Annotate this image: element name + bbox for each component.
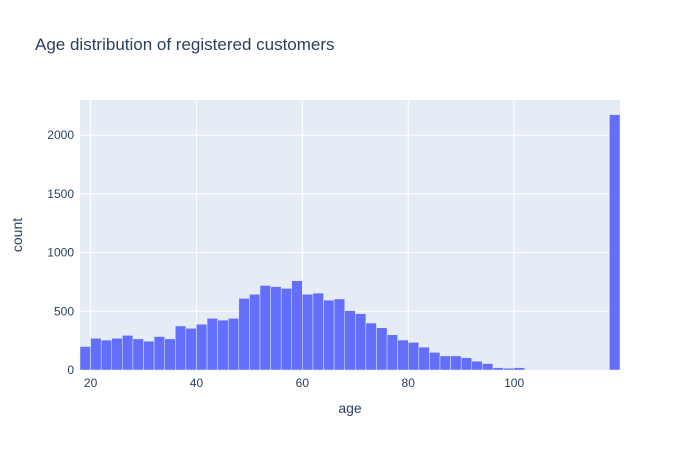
histogram-bar [217, 319, 229, 371]
histogram-bar [513, 367, 525, 371]
histogram-bar [185, 328, 197, 371]
histogram-bar [333, 298, 345, 371]
histogram-bar [376, 327, 388, 371]
histogram-bar [249, 294, 261, 371]
y-axis-ticks: 0 500 1000 1500 2000 [47, 128, 74, 377]
histogram-bar [79, 346, 91, 371]
histogram-bar [503, 367, 515, 371]
y-tick-label: 500 [54, 304, 74, 318]
histogram-bar [111, 338, 123, 371]
histogram-bar [439, 355, 451, 371]
histogram-bar [270, 286, 282, 371]
x-tick-label: 20 [84, 376, 98, 390]
chart-title: Age distribution of registered customers [35, 35, 335, 54]
histogram-bar [418, 346, 430, 371]
histogram-bar [280, 288, 293, 371]
histogram-bar [386, 334, 398, 371]
histogram-bar [312, 292, 324, 371]
histogram-bar [122, 335, 134, 371]
histogram-bar [407, 342, 420, 371]
y-tick-label: 0 [67, 363, 74, 377]
histogram-bar [482, 363, 494, 371]
y-tick-label: 2000 [47, 128, 74, 142]
histogram-bar [153, 336, 165, 371]
histogram-bar [344, 310, 356, 371]
histogram-bar [397, 339, 409, 371]
histogram-bar [175, 325, 187, 371]
histogram-bar [132, 338, 144, 371]
histogram-bar [143, 340, 155, 371]
histogram-bar [206, 318, 218, 371]
histogram-bar [238, 298, 250, 371]
x-tick-label: 40 [190, 376, 204, 390]
histogram-bar [227, 318, 240, 371]
x-tick-label: 60 [296, 376, 310, 390]
x-tick-label: 100 [504, 376, 524, 390]
histogram-bar [450, 355, 462, 371]
y-axis-title: count [9, 218, 25, 252]
histogram-bar [355, 313, 367, 371]
histogram-bar [609, 114, 621, 371]
histogram-bar [259, 285, 271, 371]
y-tick-label: 1500 [47, 187, 74, 201]
histogram-bar [323, 299, 335, 371]
histogram-bar [429, 352, 441, 371]
histogram-bar [471, 360, 483, 371]
histogram-bar [291, 280, 303, 371]
y-tick-label: 1000 [47, 246, 74, 260]
x-axis-title: age [338, 400, 362, 416]
histogram-bar [196, 323, 208, 371]
bars [79, 114, 621, 371]
x-axis-ticks: 20 40 60 80 100 [84, 376, 525, 390]
histogram-bar [365, 322, 377, 371]
histogram-bar [460, 357, 473, 371]
histogram-bar [164, 338, 176, 371]
histogram-bar [90, 338, 102, 371]
histogram-bar [302, 294, 314, 371]
histogram-bar [492, 367, 504, 371]
x-tick-label: 80 [402, 376, 416, 390]
histogram-bar [100, 339, 113, 371]
